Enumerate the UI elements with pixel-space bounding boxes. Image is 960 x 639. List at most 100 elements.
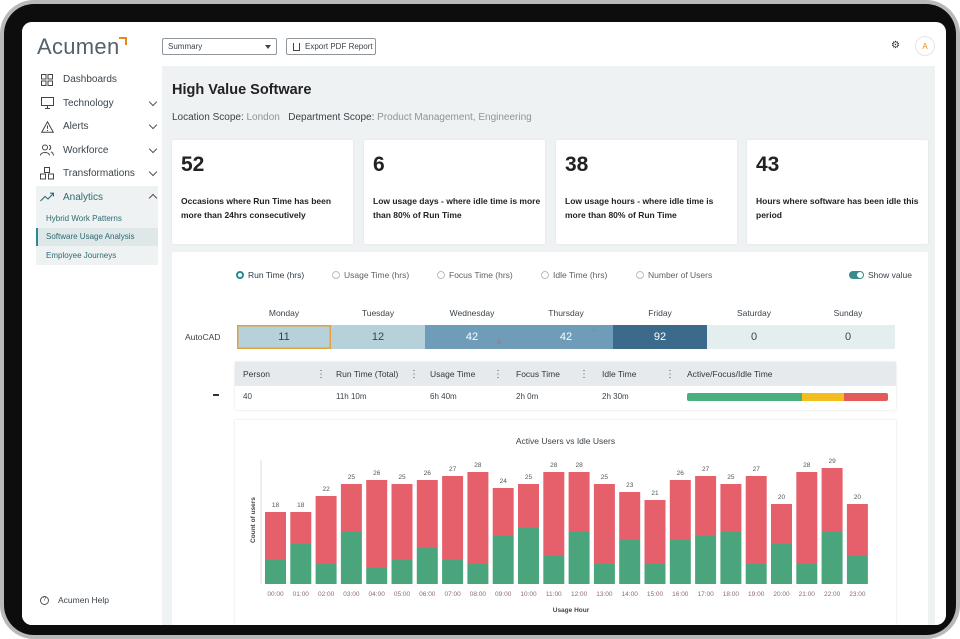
active-users-bar[interactable] <box>593 564 615 584</box>
radio-focus-time[interactable]: Focus Time (hrs) <box>437 270 513 280</box>
idle-users-bar[interactable] <box>619 492 641 540</box>
active-users-bar[interactable] <box>543 556 565 584</box>
column-menu-icon[interactable]: ⋮ <box>493 368 503 380</box>
avatar[interactable]: A <box>915 36 935 56</box>
active-users-bar[interactable] <box>669 540 691 584</box>
active-users-bar[interactable] <box>796 564 818 584</box>
heatmap-cell-friday[interactable]: 92 <box>613 325 707 349</box>
active-users-bar[interactable] <box>619 540 641 584</box>
heatmap-cell-wednesday[interactable]: 42 ♙ <box>425 325 519 349</box>
view-select[interactable]: Summary <box>162 38 277 55</box>
active-users-bar[interactable] <box>821 532 843 584</box>
sidebar-subitem-hybrid-work-patterns[interactable]: Hybrid Work Patterns <box>36 209 158 228</box>
brand-logo[interactable]: Acumen <box>37 34 120 59</box>
active-users-bar[interactable] <box>315 564 337 584</box>
column-header-focus-time[interactable]: Focus Time <box>516 362 560 386</box>
radio-number-of-users[interactable]: Number of Users <box>636 270 712 280</box>
idle-users-bar[interactable] <box>290 512 312 544</box>
heatmap-cell-thursday[interactable]: 42 ♙ <box>519 325 613 349</box>
active-users-bar[interactable] <box>492 536 514 584</box>
active-users-bar[interactable] <box>265 560 286 584</box>
bar-total-label: 24 <box>500 478 508 485</box>
column-menu-icon[interactable]: ⋮ <box>316 368 326 380</box>
idle-users-bar[interactable] <box>669 480 691 540</box>
sidebar-item-alerts[interactable]: Alerts <box>36 115 158 139</box>
column-menu-icon[interactable]: ⋮ <box>665 368 675 380</box>
active-users-bar[interactable] <box>720 532 742 584</box>
active-users-bar[interactable] <box>846 556 868 584</box>
idle-users-bar[interactable] <box>265 512 286 560</box>
idle-users-bar[interactable] <box>543 472 565 556</box>
idle-users-bar[interactable] <box>366 480 388 568</box>
radio-idle-time[interactable]: Idle Time (hrs) <box>541 270 607 280</box>
idle-users-bar[interactable] <box>340 484 362 532</box>
sidebar-subitem-employee-journeys[interactable]: Employee Journeys <box>36 246 158 265</box>
analysis-panel: Run Time (hrs) Usage Time (hrs) Focus Ti… <box>172 252 928 625</box>
sidebar-item-analytics[interactable]: Analytics <box>36 185 158 209</box>
heatmap-cell-tuesday[interactable]: 12 <box>331 325 425 349</box>
idle-users-bar[interactable] <box>492 488 514 536</box>
active-users-bar[interactable] <box>568 532 590 584</box>
idle-users-bar[interactable] <box>771 504 792 544</box>
column-header-usage-time[interactable]: Usage Time <box>430 362 475 386</box>
heatmap-cell-monday[interactable]: 11 <box>237 325 331 349</box>
active-users-bar[interactable] <box>340 532 362 584</box>
active-users-bar[interactable] <box>366 568 388 584</box>
heatmap-cell-sunday[interactable]: 0 <box>801 325 895 349</box>
idle-users-bar[interactable] <box>442 476 464 560</box>
idle-users-bar[interactable] <box>846 504 868 556</box>
heatmap-cell-saturday[interactable]: 0 <box>707 325 801 349</box>
active-users-bar[interactable] <box>518 528 539 584</box>
idle-users-bar[interactable] <box>315 496 337 564</box>
help-link[interactable]: ? Acumen Help <box>40 595 109 605</box>
active-users-bar[interactable] <box>695 536 717 584</box>
show-value-toggle[interactable]: Show value <box>849 270 912 280</box>
idle-users-bar[interactable] <box>796 472 818 564</box>
collapse-row-icon[interactable] <box>213 394 219 396</box>
column-menu-icon[interactable]: ⋮ <box>579 368 589 380</box>
summary-card: 52 Occasions where Run Time has been mor… <box>172 140 353 244</box>
idle-users-bar[interactable] <box>593 484 615 564</box>
bar-total-label: 29 <box>828 458 836 465</box>
active-users-bar[interactable] <box>416 548 438 584</box>
idle-users-bar[interactable] <box>644 500 666 564</box>
sidebar-item-technology[interactable]: Technology <box>36 92 158 116</box>
radio-run-time[interactable]: Run Time (hrs) <box>236 270 304 280</box>
active-users-bar[interactable] <box>745 564 767 584</box>
gear-icon[interactable]: ⚙ <box>891 40 900 51</box>
sidebar-item-transformations[interactable]: Transformations <box>36 162 158 186</box>
idle-users-bar[interactable] <box>695 476 717 536</box>
idle-users-bar[interactable] <box>720 484 742 532</box>
column-header-active-focus-idle[interactable]: Active/Focus/Idle Time <box>687 362 773 386</box>
export-pdf-button[interactable]: Export PDF Report <box>286 38 376 55</box>
chart-canvas: 18 00:00 18 01:00 22 02:00 25 03:00 26 04:00 25 05:… <box>250 458 868 614</box>
active-users-bar[interactable] <box>644 564 666 584</box>
radio-usage-time[interactable]: Usage Time (hrs) <box>332 270 409 280</box>
active-users-bar[interactable] <box>290 544 312 584</box>
location-scope-label: Location Scope: <box>172 112 244 123</box>
bar-total-label: 22 <box>322 486 330 493</box>
sidebar-subitem-software-usage-analysis[interactable]: Software Usage Analysis <box>36 227 158 246</box>
bar-total-label: 26 <box>424 470 432 477</box>
idle-users-bar[interactable] <box>568 472 590 532</box>
sidebar-item-workforce[interactable]: Workforce <box>36 139 158 163</box>
idle-users-bar[interactable] <box>416 480 438 548</box>
idle-users-bar[interactable] <box>821 468 843 532</box>
idle-users-bar[interactable] <box>391 484 413 560</box>
toggle-switch[interactable] <box>849 271 864 279</box>
column-menu-icon[interactable]: ⋮ <box>409 368 419 380</box>
active-users-bar[interactable] <box>467 564 489 584</box>
idle-users-bar[interactable] <box>745 476 767 564</box>
active-users-bar[interactable] <box>771 544 792 584</box>
bar-total-label: 18 <box>297 502 305 509</box>
summary-card: 43 Hours where software has been idle th… <box>747 140 928 244</box>
column-header-idle-time[interactable]: Idle Time <box>602 362 637 386</box>
active-users-bar[interactable] <box>442 560 464 584</box>
column-header-run-time[interactable]: Run Time (Total) <box>336 362 398 386</box>
idle-users-bar[interactable] <box>467 472 489 564</box>
x-tick-label: 17:00 <box>697 591 714 598</box>
sidebar-item-dashboards[interactable]: Dashboards <box>36 68 158 92</box>
active-users-bar[interactable] <box>391 560 413 584</box>
idle-users-bar[interactable] <box>518 484 539 528</box>
column-header-person[interactable]: Person <box>243 362 270 386</box>
